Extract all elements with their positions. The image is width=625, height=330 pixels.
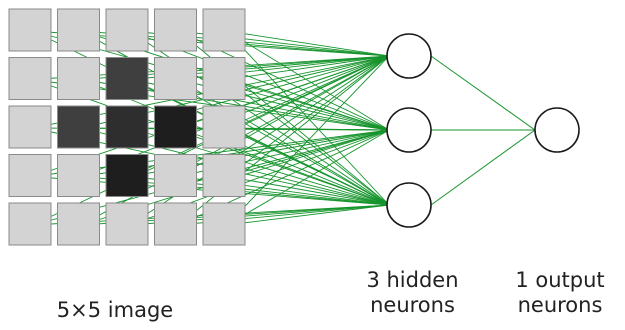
pixel-cell <box>8 57 52 100</box>
output-layer-caption: 1 output neurons <box>495 268 625 318</box>
input-hidden-edge <box>226 30 390 57</box>
hidden-caption-line2: neurons <box>370 293 455 318</box>
pixel-cell <box>105 154 149 197</box>
pixel-cell <box>8 154 52 197</box>
pixel-cell <box>57 8 100 52</box>
input-hidden-edge <box>226 30 390 206</box>
input-hidden-edge <box>178 79 390 206</box>
hidden-neuron <box>386 107 432 153</box>
input-hidden-edge <box>226 127 390 131</box>
pixel-cell <box>202 8 246 52</box>
input-hidden-edge <box>226 55 390 129</box>
pixel-cell <box>105 57 149 100</box>
input-caption-text: 5×5 image <box>56 298 174 322</box>
input-hidden-edge <box>226 129 390 177</box>
input-hidden-edge <box>226 30 390 131</box>
hidden-layer-caption: 3 hidden neurons <box>340 268 485 318</box>
pixel-cell <box>154 202 197 246</box>
pixel-cell <box>202 154 246 197</box>
hidden-output-edge <box>430 55 536 131</box>
pixel-cell <box>154 105 197 149</box>
output-caption-line1: 1 output <box>515 268 605 292</box>
input-hidden-edge <box>226 55 390 80</box>
pixel-cell <box>202 202 246 246</box>
pixel-cell <box>57 202 100 246</box>
hidden-neuron <box>386 182 432 228</box>
pixel-cell <box>154 154 197 197</box>
pixel-cell <box>8 8 52 52</box>
hidden-output-edge <box>430 129 536 206</box>
input-hidden-edge <box>226 176 390 206</box>
hidden-neuron <box>386 33 432 79</box>
pixel-cell <box>57 154 100 197</box>
hidden-to-output-connections <box>430 55 536 206</box>
input-hidden-edge <box>226 55 390 177</box>
output-caption-line2: neurons <box>517 293 603 318</box>
pixel-cell <box>105 8 149 52</box>
input-hidden-edge <box>226 129 390 226</box>
pixel-cell <box>8 105 52 149</box>
pixel-cell <box>8 202 52 246</box>
pixel-cell <box>202 57 246 100</box>
input-hidden-edge <box>226 204 390 226</box>
pixel-cell <box>105 202 149 246</box>
input-image-caption: 5×5 image <box>15 298 215 323</box>
pixel-cell <box>57 57 100 100</box>
output-neuron <box>534 107 580 153</box>
input-image-grid <box>8 8 246 246</box>
pixel-cell <box>154 57 197 100</box>
pixel-cell <box>57 105 100 149</box>
pixel-cell <box>154 8 197 52</box>
pixel-cell <box>202 105 246 149</box>
neurons-layer <box>386 33 580 228</box>
pixel-cell <box>105 105 149 149</box>
hidden-caption-line1: 3 hidden <box>366 268 459 292</box>
input-hidden-edge <box>226 55 390 226</box>
